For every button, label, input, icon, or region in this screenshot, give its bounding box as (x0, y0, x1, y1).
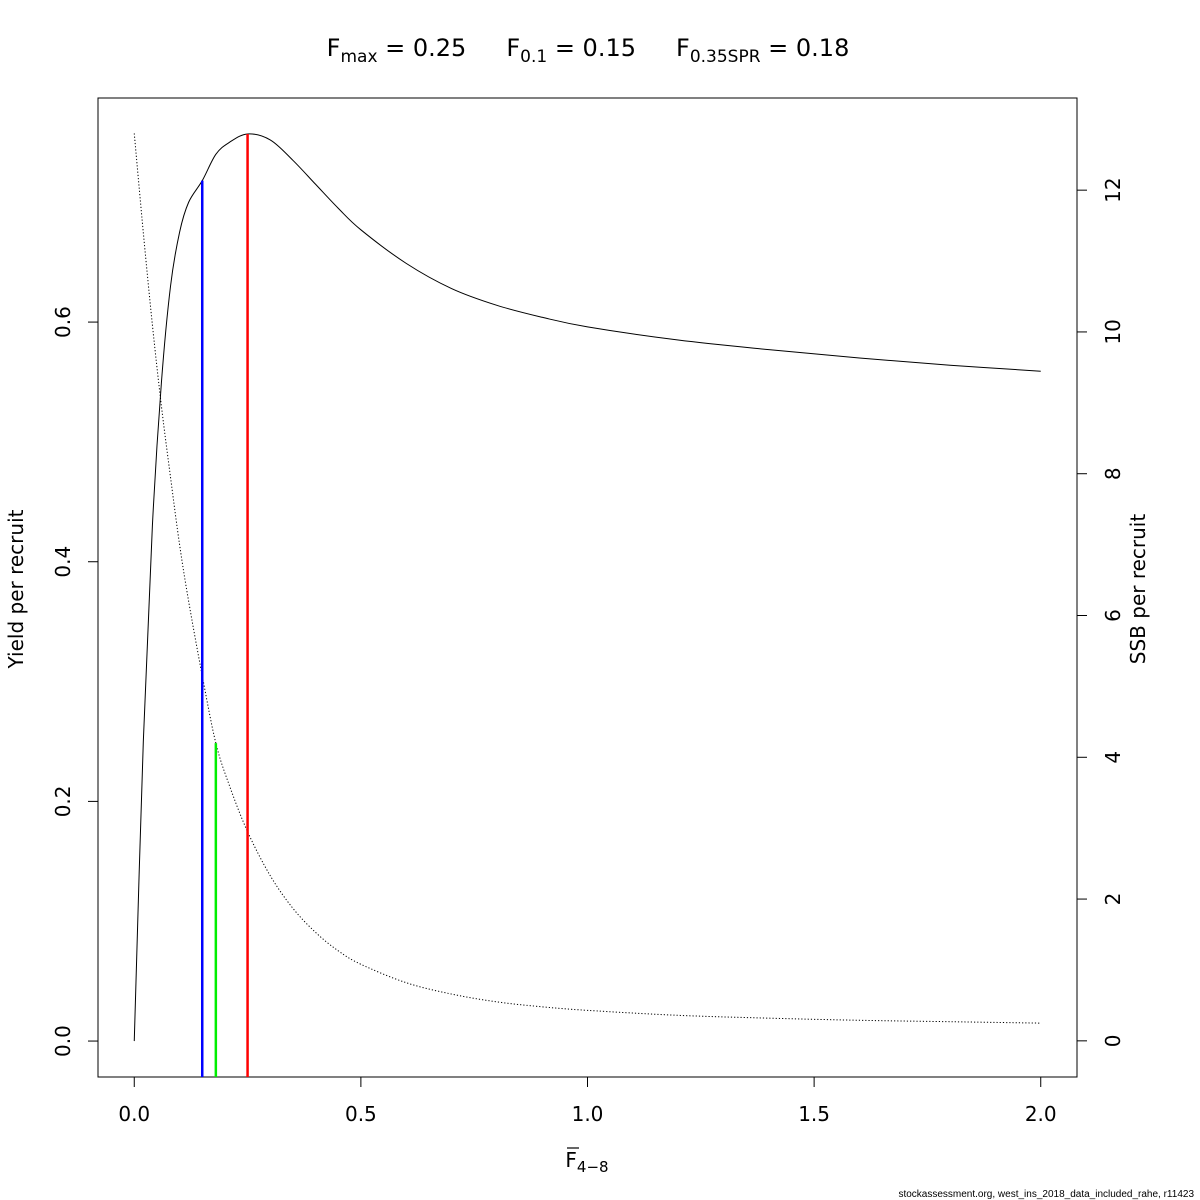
x-axis: 0.0 0.5 1.0 1.5 2.0 F4−8 (118, 1077, 1057, 1176)
x-tick-label: 1.5 (798, 1102, 830, 1126)
x-tick-label: 2.0 (1025, 1102, 1057, 1126)
chart-title-text: Fmax = 0.25 F0.1 = 0.15 F0.35SPR = 0.18 (327, 34, 850, 67)
title-value: = 0.15 (547, 34, 636, 62)
ssb-per-recruit-curve (133, 133, 1041, 1024)
yield-per-recruit-curve (133, 133, 1041, 1042)
y-left-tick-label: 0.2 (51, 785, 75, 817)
y-axis-left: 0.0 0.2 0.4 0.6 (51, 306, 98, 1057)
title-subscript: 0.1 (520, 47, 547, 67)
y-axis-right-label: SSB per recruit (1126, 514, 1150, 665)
x-label-subscript: 4−8 (577, 1158, 609, 1176)
x-tick-label: 0.5 (345, 1102, 377, 1126)
axis-labels: Yield per recruit SSB per recruit (4, 509, 1150, 669)
y-right-tick-label: 0 (1101, 1034, 1125, 1047)
title-value: = 0.25 (378, 34, 467, 62)
title-symbol: F (506, 34, 520, 62)
credit-text: stockassessment.org, west_ins_2018_data_… (898, 1189, 1194, 1200)
x-tick-label: 1.0 (572, 1102, 604, 1126)
y-right-tick-label: 6 (1101, 609, 1125, 622)
y-right-tick-label: 4 (1101, 751, 1125, 764)
title-value: = 0.18 (761, 34, 850, 62)
y-right-tick-label: 12 (1101, 177, 1125, 202)
y-left-tick-label: 0.6 (51, 306, 75, 338)
title-subscript: max (340, 47, 377, 67)
x-axis-label: F4−8 (565, 1148, 608, 1176)
y-axis-right: 0 2 4 6 8 10 12 (1077, 177, 1125, 1047)
series-group (133, 133, 1041, 1042)
title-subscript: 0.35SPR (690, 47, 761, 67)
title-symbol: F (327, 34, 341, 62)
y-left-tick-label: 0.4 (51, 546, 75, 578)
chart-title: Fmax = 0.25 F0.1 = 0.15 F0.35SPR = 0.18 (327, 34, 850, 67)
y-axis-left-label: Yield per recruit (4, 509, 28, 669)
y-right-tick-label: 2 (1101, 893, 1125, 906)
y-left-tick-label: 0.0 (51, 1025, 75, 1057)
title-symbol: F (676, 34, 690, 62)
plot-frame (97, 97, 1078, 1078)
reference-lines (200, 133, 249, 1077)
y-right-tick-label: 8 (1101, 467, 1125, 480)
x-tick-label: 0.0 (118, 1102, 150, 1126)
y-right-tick-label: 10 (1101, 319, 1125, 344)
x-label-symbol: F (565, 1148, 577, 1172)
